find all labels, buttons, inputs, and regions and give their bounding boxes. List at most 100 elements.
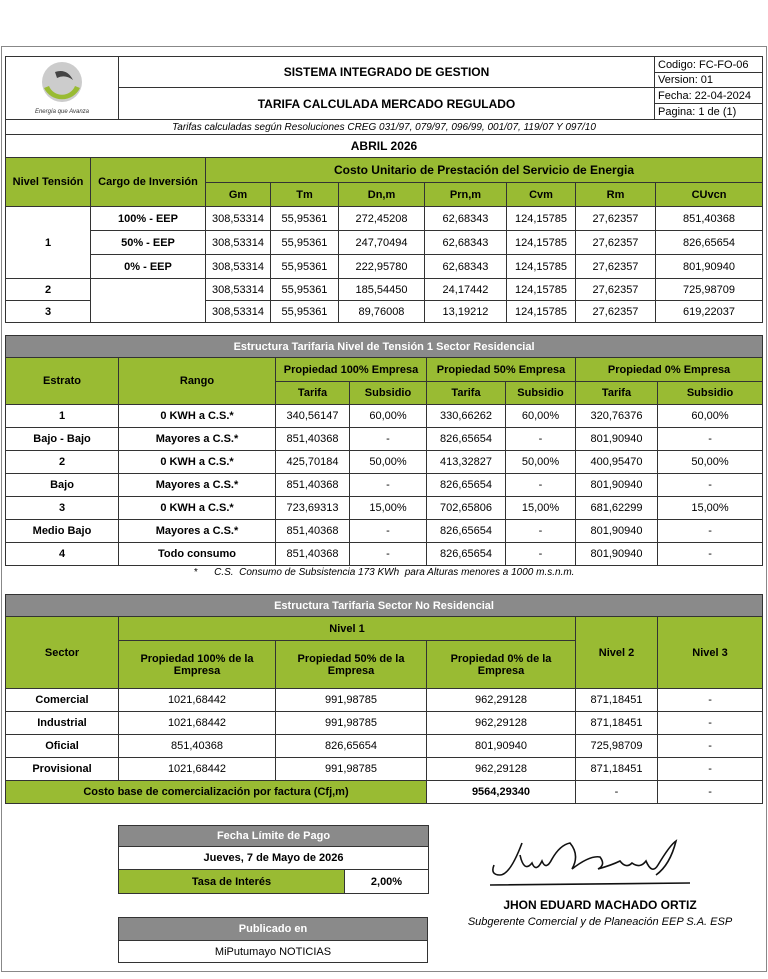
value-cell: 55,95361 — [270, 206, 339, 231]
value-cell: 826,65654 — [426, 519, 506, 543]
cu-group-header: Costo Unitario de Prestación del Servici… — [204, 157, 764, 183]
value-cell: 320,76376 — [575, 404, 658, 428]
value-cell: 801,90940 — [575, 473, 658, 497]
cargo-cell: 50% - EEP — [90, 230, 206, 255]
base-cost-n2: - — [575, 780, 658, 804]
value-cell: 826,65654 — [426, 473, 506, 497]
table-row: 3 308,53314 55,95361 89,76008 13,19212 124,15… — [5, 300, 764, 323]
group-100: Propiedad 100% Empresa — [275, 357, 427, 382]
table-row: 50% - EEP 308,53314 55,95361 247,70494 62,68… — [6, 230, 764, 255]
unit-cost-table: Nivel Tensión Cargo de Inversión Costo Uni… — [5, 157, 764, 323]
value-cell: 15,00% — [656, 496, 764, 520]
interest-rate-value: 2,00% — [344, 869, 429, 894]
value-cell: 723,69313 — [275, 496, 350, 520]
payment-deadline-title: Fecha Límite de Pago — [118, 825, 429, 847]
value-cell: 185,54450 — [338, 278, 425, 301]
col-p50: Propiedad 50% de la Empresa — [275, 640, 427, 689]
rango-cell: Mayores a C.S.* — [118, 427, 276, 451]
pagina: Pagina: 1 de (1) — [654, 103, 763, 120]
published-table: Publicado en MiPutumayo NOTICIAS — [118, 917, 428, 963]
value-cell: 962,29128 — [426, 757, 576, 781]
value-cell: 851,40368 — [275, 519, 350, 543]
value-cell: 619,22037 — [654, 300, 764, 323]
value-cell: 62,68343 — [424, 254, 507, 279]
rango-cell: 0 KWH a C.S.* — [118, 496, 276, 520]
value-cell: 27,62357 — [575, 230, 656, 255]
col-gm: Gm — [205, 182, 271, 207]
residential-title: Estructura Tarifaria Nivel de Tensión 1 … — [4, 335, 764, 358]
nivel-cell: 3 — [5, 300, 91, 323]
value-cell: 826,65654 — [275, 734, 427, 758]
table-row: 1 100% - EEP 308,53314 55,95361 272,45208 62,… — [5, 206, 764, 279]
sector-cell: Provisional — [5, 757, 119, 781]
rango-cell: 0 KWH a C.S.* — [118, 404, 276, 428]
value-cell: 50,00% — [349, 450, 427, 474]
col-nivel: Nivel Tensión — [5, 157, 91, 207]
sector-cell: Oficial — [5, 734, 119, 758]
value-cell: 851,40368 — [275, 427, 350, 451]
value-cell: 991,98785 — [275, 757, 427, 781]
value-cell: - — [656, 688, 764, 712]
group-50: Propiedad 50% Empresa — [426, 357, 576, 382]
rango-cell: Mayores a C.S.* — [118, 519, 276, 543]
value-cell: - — [656, 473, 764, 497]
estrato-cell: 1 — [5, 404, 119, 428]
residential-table: Estructura Tarifaria Nivel de Tensión 1 … — [4, 335, 764, 566]
value-cell: 681,62299 — [575, 496, 658, 520]
col-cuvcn: CUvcn — [654, 182, 764, 207]
value-cell: 55,95361 — [270, 230, 339, 255]
base-cost-n3: - — [656, 780, 764, 804]
value-cell: 1021,68442 — [118, 688, 276, 712]
rango-cell: Mayores a C.S.* — [118, 473, 276, 497]
value-cell: 991,98785 — [275, 688, 427, 712]
col-cargo: Cargo de Inversión — [90, 157, 206, 207]
value-cell: 13,19212 — [424, 300, 507, 323]
value-cell: 124,15785 — [506, 300, 576, 323]
published-title: Publicado en — [118, 917, 428, 941]
value-cell: 801,90940 — [575, 542, 658, 566]
subsistence-footnote: * C.S. Consumo de Subsistencia 173 KWh p… — [193, 567, 575, 578]
sector-cell: Industrial — [5, 711, 119, 735]
value-cell: 801,90940 — [575, 519, 658, 543]
value-cell: - — [656, 734, 764, 758]
col-rango: Rango — [118, 357, 276, 405]
value-cell: 725,98709 — [654, 278, 764, 301]
signature-image — [489, 839, 691, 886]
fecha: Fecha: 22-04-2024 — [654, 87, 763, 104]
non-residential-title: Estructura Tarifaria Sector No Residenci… — [4, 594, 764, 617]
value-cell: 62,68343 — [424, 206, 507, 231]
table-row: Industrial 1021,68442 991,98785 962,29128 87… — [5, 711, 764, 735]
value-cell: 340,56147 — [275, 404, 350, 428]
value-cell: - — [349, 427, 427, 451]
value-cell: - — [656, 542, 764, 566]
col-nivel1: Nivel 1 — [118, 616, 576, 641]
value-cell: 851,40368 — [275, 542, 350, 566]
value-cell: 62,68343 — [424, 230, 507, 255]
value-cell: 871,18451 — [575, 711, 658, 735]
value-cell: 247,70494 — [338, 230, 425, 255]
nivel-cell: 2 — [5, 278, 91, 301]
value-cell: 1021,68442 — [118, 711, 276, 735]
value-cell: 851,40368 — [275, 473, 350, 497]
published-value: MiPutumayo NOTICIAS — [118, 940, 428, 963]
value-cell: 15,00% — [349, 496, 427, 520]
value-cell: - — [656, 427, 764, 451]
col-prnm: Prn,m — [424, 182, 507, 207]
value-cell: 222,95780 — [338, 254, 425, 279]
col-tarifa: Tarifa — [575, 381, 658, 405]
col-tarifa: Tarifa — [426, 381, 506, 405]
value-cell: - — [505, 427, 576, 451]
value-cell: 60,00% — [349, 404, 427, 428]
col-p0: Propiedad 0% de la Empresa — [426, 640, 576, 689]
non-residential-table: Estructura Tarifaria Sector No Residenci… — [4, 594, 764, 804]
table-row: Comercial 1021,68442 991,98785 962,29128 871… — [5, 688, 764, 712]
col-sector: Sector — [5, 616, 119, 689]
cargo-cell — [90, 278, 206, 323]
company-logo: Energía que Avanza — [5, 56, 119, 120]
base-cost-label: Costo base de comercialización por factu… — [5, 780, 427, 804]
value-cell: 124,15785 — [506, 254, 576, 279]
codigo: Codigo: FC-FO-06 — [654, 56, 763, 73]
value-cell: 15,00% — [505, 496, 576, 520]
col-subsidio: Subsidio — [656, 381, 764, 405]
value-cell: - — [505, 542, 576, 566]
